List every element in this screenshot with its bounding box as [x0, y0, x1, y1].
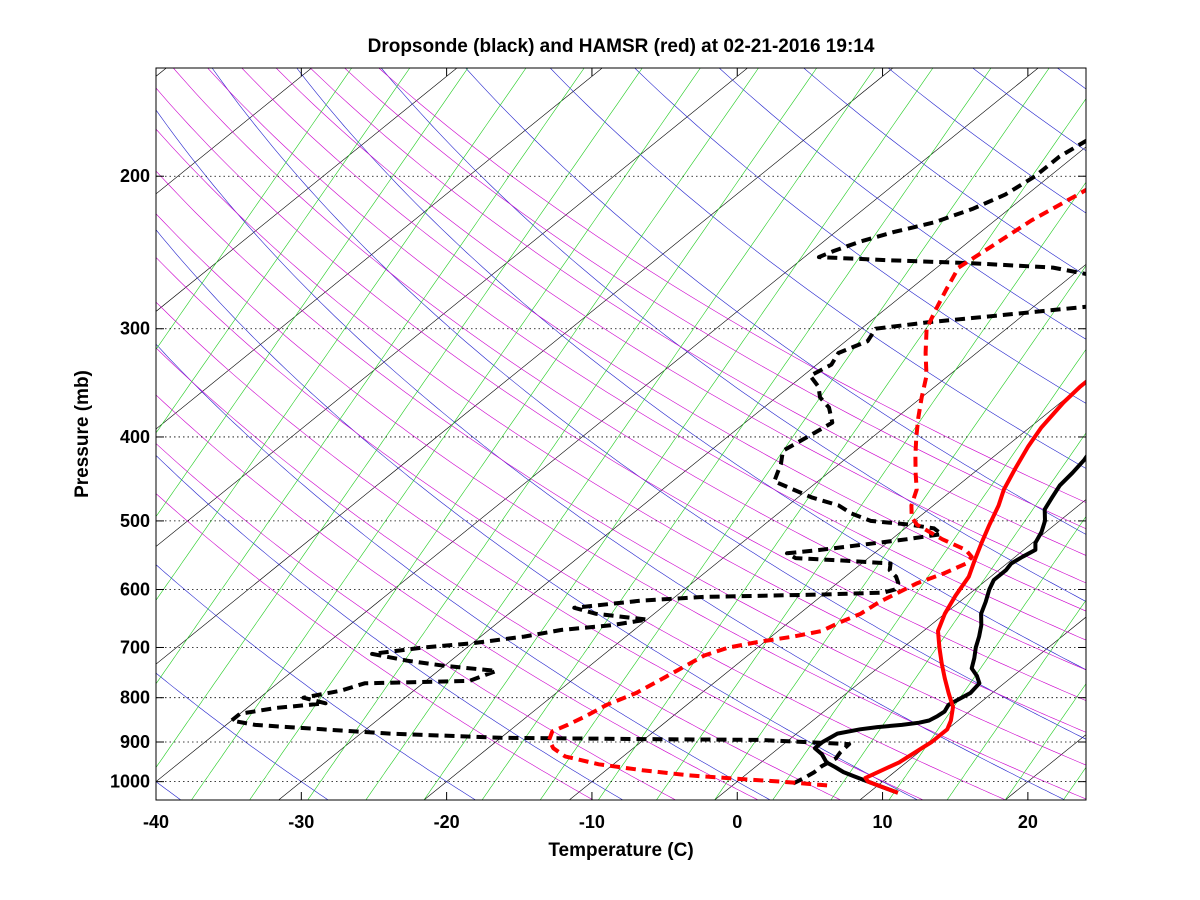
isotherm-line [278, 146, 1086, 800]
moist-adiabat-line [156, 256, 1006, 800]
series-line-dropsonde_temperature [812, 453, 1086, 795]
mixing-ratio-line [191, 68, 701, 800]
y-tick-label: 700 [120, 637, 150, 657]
series-line-dropsonde_dewpoint [229, 138, 1086, 786]
mixing-ratio-line [156, 68, 643, 768]
y-tick-label: 300 [120, 319, 150, 339]
isotherm-line [859, 616, 1086, 800]
moist-adiabat-line [378, 68, 1086, 503]
mixing-ratio-line [830, 432, 1086, 800]
x-tick-label: 20 [1018, 812, 1038, 832]
dry-adiabat-line [296, 68, 1086, 671]
moist-adiabat-line [344, 68, 1086, 530]
dry-adiabat-line [1142, 68, 1200, 800]
mixing-ratio-line [1180, 68, 1200, 800]
dry-adiabat-line [718, 68, 1086, 340]
series-layer [229, 138, 1086, 795]
isotherm-line [156, 68, 894, 665]
x-tick-label: 0 [732, 812, 742, 832]
x-tick-label: -10 [579, 812, 605, 832]
isotherm-line [156, 68, 748, 547]
y-tick-label: 600 [120, 579, 150, 599]
x-tick-label: -40 [143, 812, 169, 832]
mixing-ratio-line [156, 68, 585, 685]
isotherm-line [0, 68, 21, 800]
plot-frame [155, 67, 1087, 801]
isotherm-line [156, 68, 1039, 783]
moist-adiabat-line [173, 68, 1086, 671]
chart-title: Dropsonde (black) and HAMSR (red) at 02-… [368, 36, 875, 57]
x-tick-label: -20 [434, 812, 460, 832]
isotherm-line [156, 68, 458, 312]
isotherm-line [1151, 68, 1200, 800]
y-tick-label: 900 [120, 732, 150, 752]
plot-background [156, 68, 1086, 800]
mixing-ratio-line [1121, 68, 1200, 800]
moist-adiabat-line [207, 68, 1086, 641]
y-tick-label: 1000 [110, 772, 150, 792]
moist-adiabat-line [156, 213, 1086, 800]
isotherm-line [423, 264, 1086, 800]
isotherm-line [569, 381, 1086, 800]
x-axis-label: Temperature (C) [548, 840, 693, 861]
isotherm-line [714, 499, 1086, 800]
dry-adiabat-line [211, 68, 1086, 740]
x-tick-label: -30 [288, 812, 314, 832]
mixing-ratio-line [1004, 683, 1086, 800]
axis-ticks: -40 -30 -20 -10 0 10 20 200 300 400 500 600 700 800 90… [110, 68, 1086, 832]
mixing-ratio-line [946, 599, 1086, 800]
x-tick-label: 10 [873, 812, 893, 832]
moist-adiabat-line [275, 68, 1086, 584]
y-tick-label: 200 [120, 166, 150, 186]
series-line-hamsr_temperature [863, 379, 1086, 795]
dry-adiabat-line [156, 672, 329, 800]
y-axis-label: Pressure (mb) [72, 370, 93, 498]
y-tick-label: 400 [120, 427, 150, 447]
y-tick-label: 500 [120, 511, 150, 531]
isotherm-line [156, 68, 312, 195]
y-tick-label: 800 [120, 688, 150, 708]
